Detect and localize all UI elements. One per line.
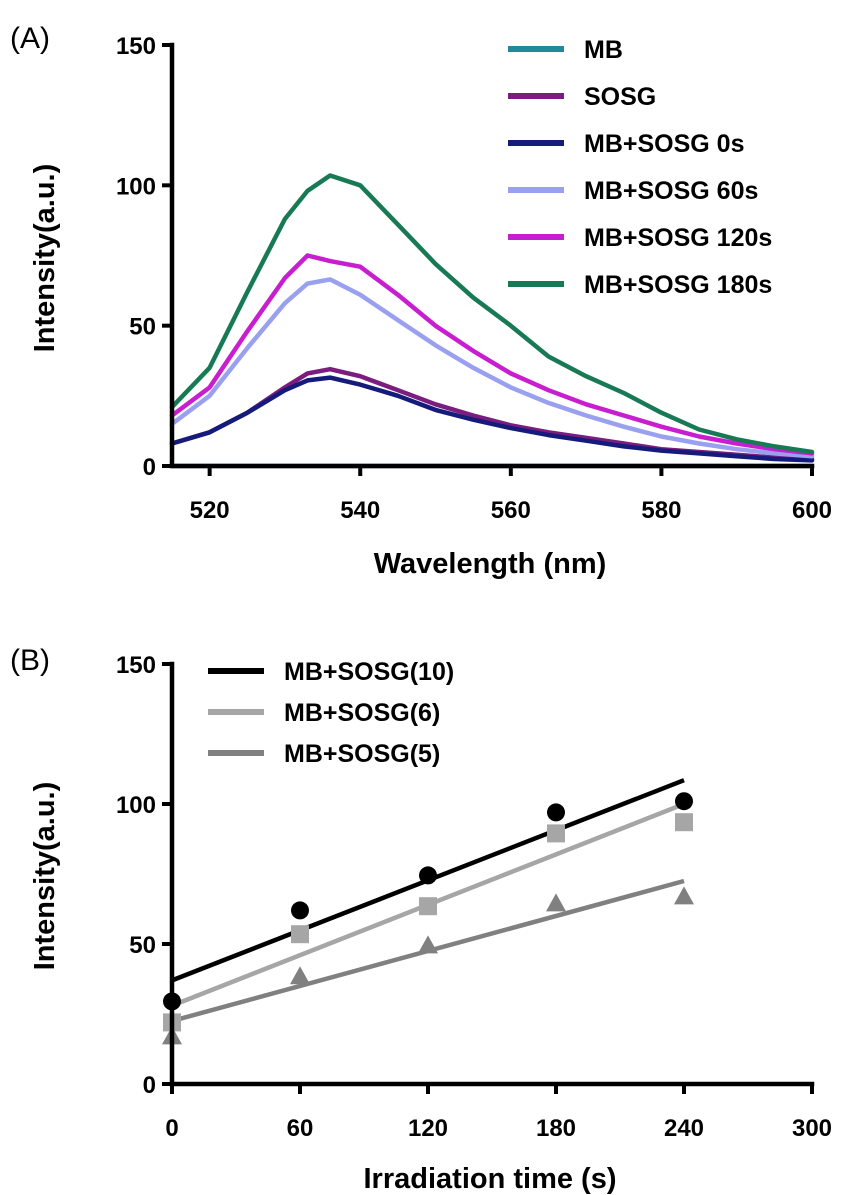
spectrum-line-5 — [169, 173, 815, 455]
panel-a: (A) 0 50 100 150 520 540 560 580 600 Wavelength … — [10, 22, 832, 580]
data-point-0 — [675, 792, 693, 811]
panel-b: (B) 0 50 100 150 0 60 120 180 240 300 Irradiation… — [10, 644, 832, 1195]
panel-b-ytick-label: 0 — [143, 1072, 156, 1099]
panel-a-ytick-label: 50 — [129, 314, 156, 341]
data-point-1 — [547, 824, 565, 843]
panel-b-xtick-label: 120 — [408, 1115, 448, 1142]
data-point-0 — [547, 803, 565, 822]
panel-a-ylabel: Intensity(a.u.) — [29, 164, 61, 353]
data-point-0 — [419, 866, 437, 885]
legend-entry: SOSG — [584, 83, 656, 111]
legend-entry: MB+SOSG 120s — [584, 224, 772, 252]
spectrum-line-3 — [169, 277, 815, 459]
panel-a-xtick-label: 600 — [792, 497, 832, 524]
panel-a-axes — [169, 42, 815, 469]
panel-b-ylabel: Intensity(a.u.) — [29, 782, 61, 971]
data-point-2 — [546, 893, 566, 912]
data-point-2 — [290, 966, 310, 985]
panel-a-xlabel: Wavelength (nm) — [374, 548, 607, 580]
panel-b-legend: MB+SOSG(10) MB+SOSG(6) MB+SOSG(5) — [208, 658, 454, 768]
panel-b-xtick-label: 180 — [536, 1115, 576, 1142]
panel-a-label: (A) — [10, 22, 50, 55]
panel-a-xtick-label: 540 — [340, 497, 380, 524]
legend-entry: MB+SOSG 0s — [584, 130, 744, 158]
panel-b-xlabel: Irradiation time (s) — [364, 1163, 617, 1195]
legend-entry: MB+SOSG(6) — [284, 699, 440, 727]
data-point-2 — [418, 935, 438, 954]
data-point-1 — [419, 897, 437, 916]
legend-entry: MB+SOSG(10) — [284, 658, 454, 686]
spectrum-line-4 — [169, 253, 815, 456]
legend-entry: MB+SOSG 60s — [584, 177, 758, 205]
legend-entry: MB — [584, 36, 623, 64]
panel-b-xtick-label: 300 — [792, 1115, 832, 1142]
panel-a-xtick-label: 520 — [190, 497, 230, 524]
panel-b-ytick-label: 100 — [116, 792, 156, 819]
panel-a-xtick-label: 580 — [641, 497, 681, 524]
data-point-1 — [675, 813, 693, 832]
panel-b-ytick-label: 50 — [129, 932, 156, 959]
legend-entry: MB+SOSG(5) — [284, 740, 440, 768]
panel-b-label: (B) — [10, 644, 50, 677]
data-point-2 — [674, 886, 694, 905]
panel-b-xtick-label: 0 — [165, 1115, 178, 1142]
data-point-0 — [291, 901, 309, 920]
panel-b-axes — [169, 661, 815, 1087]
panel-a-ytick-label: 0 — [143, 454, 156, 481]
panel-b-ytick-label: 150 — [116, 652, 156, 679]
data-point-1 — [291, 925, 309, 944]
legend-entry: MB+SOSG 180s — [584, 271, 772, 299]
panel-a-ytick-label: 100 — [116, 173, 156, 200]
panel-a-legend: MB SOSG MB+SOSG 0s MB+SOSG 60s MB+SOSG 120s M… — [508, 36, 772, 299]
panel-a-ytick-label: 150 — [116, 33, 156, 60]
panel-a-xtick-label: 560 — [491, 497, 531, 524]
panel-b-xtick-label: 240 — [664, 1115, 704, 1142]
spectrum-line-2 — [169, 375, 815, 463]
panel-b-xtick-label: 60 — [287, 1115, 314, 1142]
